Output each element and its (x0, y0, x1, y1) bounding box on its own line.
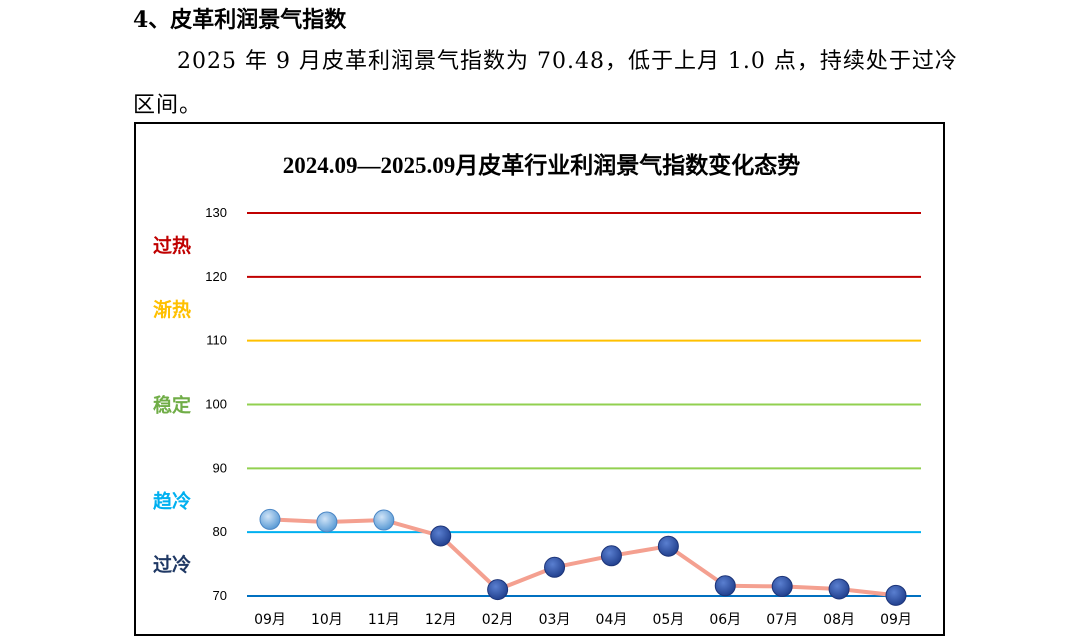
x-tick-label: 05月 (652, 612, 684, 628)
data-point (430, 525, 452, 547)
x-tick-label: 12月 (425, 612, 457, 628)
data-point (316, 511, 338, 533)
x-tick-label: 07月 (766, 612, 798, 628)
x-tick-label: 08月 (823, 612, 855, 628)
data-point (259, 508, 281, 530)
x-tick-label: 09月 (880, 612, 912, 628)
data-point (600, 545, 622, 567)
data-point (544, 556, 566, 578)
x-tick-label: 02月 (482, 612, 514, 628)
x-tick-label: 10月 (311, 612, 343, 628)
y-tick-label: 70 (213, 588, 227, 603)
data-point (828, 578, 850, 600)
y-tick-label: 110 (206, 333, 227, 348)
zone-label: 过热 (153, 234, 191, 257)
y-tick-label: 90 (213, 460, 227, 475)
data-point (373, 509, 395, 531)
section-heading: 4、皮革利润景气指数 (133, 7, 347, 33)
y-tick-label: 80 (213, 524, 227, 539)
data-point (714, 575, 736, 597)
chart-container: 70 80 90 100 110 120 130 过热渐热稳定趋冷过冷 09月 10月 11月 1… (134, 122, 945, 636)
y-tick-label: 130 (205, 205, 227, 220)
x-tick-label: 03月 (539, 612, 571, 628)
y-tick-label: 100 (205, 397, 227, 412)
x-tick-label: 04月 (596, 612, 628, 628)
data-point (885, 584, 907, 606)
x-tick-label: 06月 (709, 612, 741, 628)
zone-label: 稳定 (153, 394, 191, 417)
x-tick-label: 11月 (368, 612, 400, 628)
zone-label: 过冷 (153, 553, 191, 576)
data-point (657, 535, 679, 557)
summary-paragraph: 2025 年 9 月皮革利润景气指数为 70.48，低于上月 1.0 点，持续处… (133, 49, 958, 118)
chart-title: 2024.09—2025.09月皮革行业利润景气指数变化态势 (282, 153, 801, 178)
zone-label: 渐热 (153, 298, 191, 321)
data-point (771, 575, 793, 597)
data-point (487, 579, 509, 601)
y-tick-label: 120 (205, 269, 227, 284)
series-line (269, 517, 897, 598)
zone-label: 趋冷 (153, 489, 191, 512)
x-tick-label: 09月 (254, 612, 286, 628)
